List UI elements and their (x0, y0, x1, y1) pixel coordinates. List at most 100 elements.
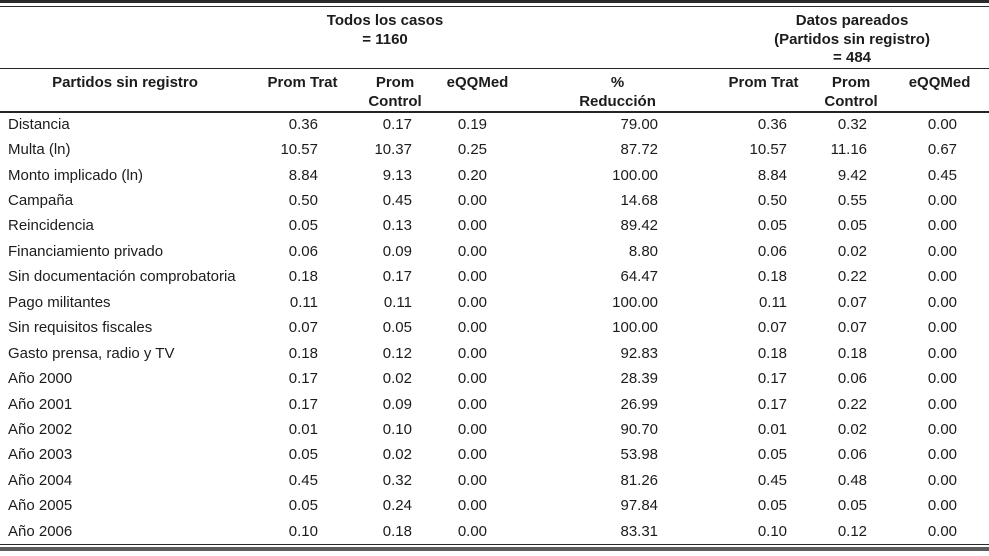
cell-value: 9.42 (837, 166, 868, 184)
cell-value: 0.00 (457, 522, 488, 540)
cell-value: 28.39 (620, 370, 659, 388)
table-row: Reincidencia 0.05 0.13 0.00 89.42 0.05 0.05 0.0… (0, 213, 989, 238)
cell-value: 0.05 (382, 319, 412, 337)
cell-value: 0.00 (927, 420, 958, 438)
cell-value: 0.00 (457, 192, 488, 210)
col-header-partidos-sin-registro: Partidos sin registro (0, 68, 250, 113)
row-label: Campaña (8, 192, 74, 210)
row-label: Distancia (8, 116, 70, 134)
cell-value: 0.00 (457, 242, 488, 260)
cell-value: 0.00 (457, 446, 488, 464)
cell-value: 0.18 (288, 344, 318, 362)
group-header-spacer-mid (520, 7, 716, 69)
table-row: Año 2006 0.10 0.18 0.00 83.31 0.10 0.12 0.00 (0, 519, 989, 544)
cell-value: 0.07 (288, 319, 318, 337)
group-header-spacer-left (0, 7, 250, 69)
cell-value: 0.48 (837, 471, 868, 489)
cell-value: 64.47 (620, 268, 659, 286)
cell-value: 0.17 (382, 116, 412, 134)
cell-value: 0.19 (457, 116, 488, 134)
cell-value: 79.00 (620, 116, 659, 134)
cell-value: 100.00 (612, 293, 659, 311)
cell-value: 10.37 (374, 141, 412, 159)
bottom-rule-thick (0, 546, 989, 551)
cell-value: 0.00 (927, 370, 958, 388)
cell-value: 0.06 (757, 242, 788, 260)
group-header-todos-los-casos: Todos los casos = 1160 (250, 7, 521, 69)
row-label: Año 2000 (8, 370, 73, 388)
row-label: Gasto prensa, radio y TV (8, 344, 175, 362)
cell-value: 89.42 (620, 217, 659, 235)
table-row: Año 2004 0.45 0.32 0.00 81.26 0.45 0.48 0.00 (0, 468, 989, 493)
col-header-prom-control-all: Prom Control (355, 68, 435, 113)
cell-value: 0.00 (927, 217, 958, 235)
cell-value: 0.10 (288, 522, 318, 540)
cell-value: 0.45 (927, 166, 958, 184)
table-row: Año 2003 0.05 0.02 0.00 53.98 0.05 0.06 0.00 (0, 442, 989, 467)
cell-value: 97.84 (620, 497, 659, 515)
cell-value: 0.00 (927, 242, 958, 260)
cell-value: 0.36 (288, 116, 318, 134)
table-row: Distancia 0.36 0.17 0.19 79.00 0.36 0.32 0.00 (0, 112, 989, 137)
cell-value: 0.20 (457, 166, 488, 184)
cell-value: 0.00 (927, 319, 958, 337)
cell-value: 100.00 (612, 319, 659, 337)
row-label: Pago militantes (8, 293, 111, 311)
col-header-eqqmed-all: eQQMed (435, 68, 521, 113)
cell-value: 0.07 (757, 319, 788, 337)
cell-value: 0.00 (927, 446, 958, 464)
cell-value: 26.99 (620, 395, 659, 413)
cell-value: 0.32 (837, 116, 868, 134)
cell-value: 0.05 (757, 497, 788, 515)
row-label: Año 2001 (8, 395, 73, 413)
table-row: Año 2001 0.17 0.09 0.00 26.99 0.17 0.22 0.00 (0, 391, 989, 416)
cell-value: 0.22 (837, 395, 868, 413)
cell-value: 0.36 (757, 116, 788, 134)
cell-value: 0.11 (383, 293, 412, 311)
cell-value: 0.17 (757, 370, 788, 388)
cell-value: 0.50 (288, 192, 318, 210)
group-header-row: Todos los casos = 1160 Datos pareados (P… (0, 7, 989, 69)
col-header-prom-trat-all: Prom Trat (250, 68, 355, 113)
cell-value: 0.12 (382, 344, 412, 362)
cell-value: 0.00 (457, 471, 488, 489)
table-row: Monto implicado (ln) 8.84 9.13 0.20 100.00 8.… (0, 162, 989, 187)
col-header-eqqmed-paired: eQQMed (890, 68, 989, 113)
cell-value: 0.45 (382, 192, 412, 210)
cell-value: 0.32 (382, 471, 412, 489)
table-row: Campaña 0.50 0.45 0.00 14.68 0.50 0.55 0.00 (0, 188, 989, 213)
column-header-row: Partidos sin registro Prom Trat Prom Con… (0, 68, 989, 113)
cell-value: 92.83 (620, 344, 659, 362)
cell-value: 0.00 (457, 319, 488, 337)
cell-value: 0.11 (289, 293, 318, 311)
cell-value: 0.18 (757, 344, 788, 362)
cell-value: 0.18 (382, 522, 412, 540)
table-row: Año 2002 0.01 0.10 0.00 90.70 0.01 0.02 0.00 (0, 417, 989, 442)
row-label: Multa (ln) (8, 141, 71, 159)
top-rule-thin (0, 6, 989, 7)
cell-value: 0.01 (757, 420, 788, 438)
cell-value: 0.02 (837, 242, 868, 260)
cell-value: 10.57 (749, 141, 788, 159)
col-header-pct-reduccion: % Reducción (520, 68, 716, 113)
cell-value: 0.22 (837, 268, 868, 286)
cell-value: 100.00 (612, 166, 659, 184)
row-label: Reincidencia (8, 217, 94, 235)
cell-value: 0.17 (288, 370, 318, 388)
cell-value: 0.11 (758, 293, 788, 311)
cell-value: 0.67 (927, 141, 958, 159)
row-label: Año 2003 (8, 446, 73, 464)
cell-value: 0.00 (457, 420, 488, 438)
cell-value: 0.25 (457, 141, 488, 159)
table-row: Año 2005 0.05 0.24 0.00 97.84 0.05 0.05 0.00 (0, 493, 989, 518)
cell-value: 14.68 (620, 192, 659, 210)
cell-value: 0.24 (382, 497, 412, 515)
table-row: Año 2000 0.17 0.02 0.00 28.39 0.17 0.06 0.00 (0, 366, 989, 391)
table-body: Distancia 0.36 0.17 0.19 79.00 0.36 0.32 0.00 Mu… (0, 112, 989, 544)
table-row: Sin requisitos fiscales 0.07 0.05 0.00 100.0… (0, 315, 989, 340)
cell-value: 83.31 (620, 522, 659, 540)
cell-value: 81.26 (620, 471, 659, 489)
cell-value: 0.06 (837, 446, 868, 464)
cell-value: 0.02 (382, 370, 412, 388)
